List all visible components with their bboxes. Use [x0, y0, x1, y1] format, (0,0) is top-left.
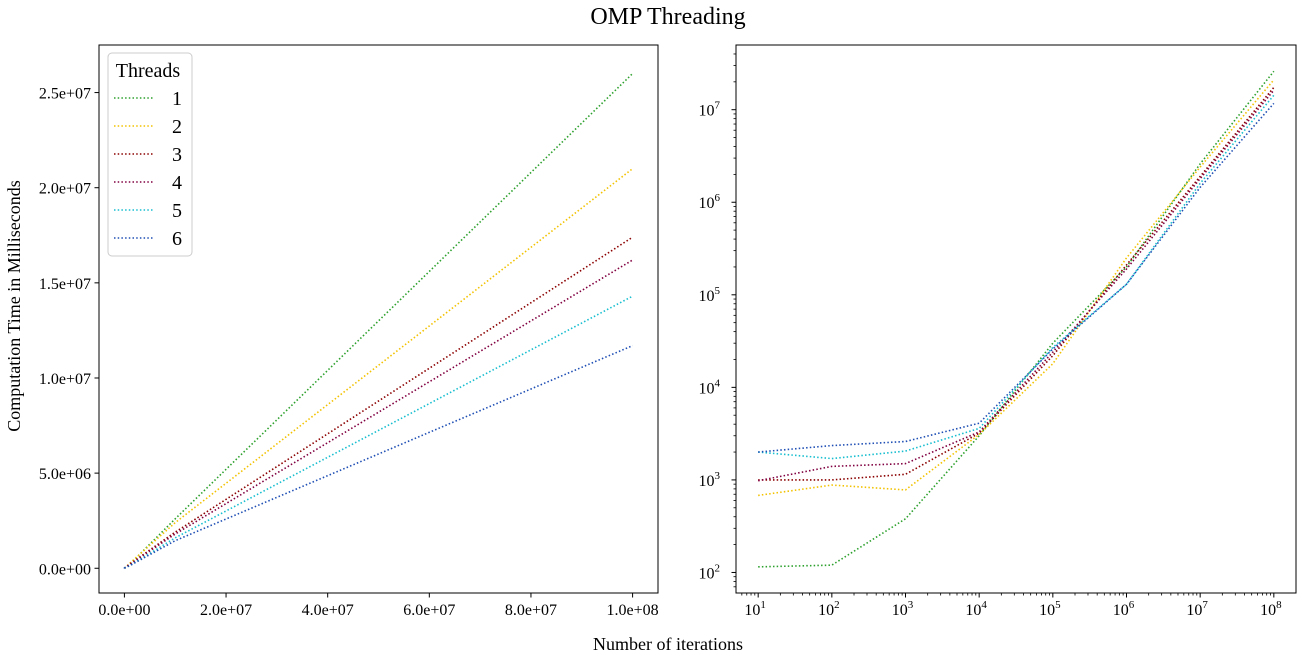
x-tick-label: 1.0e+08 — [607, 602, 659, 619]
log-axes-frame — [735, 44, 1297, 594]
x-tick-label: 104 — [965, 599, 987, 619]
legend-label-1: 1 — [172, 88, 182, 110]
y-tick-label: 1.5e+07 — [39, 276, 91, 293]
legend-title: Threads — [116, 60, 181, 82]
y-tick-label: 106 — [699, 192, 721, 212]
linear-axes-frame — [98, 44, 659, 594]
y-tick-label: 2.5e+07 — [39, 86, 91, 103]
legend-box — [107, 52, 193, 257]
x-tick-label: 4.0e+07 — [302, 602, 354, 619]
x-tick-label: 0.0e+00 — [98, 602, 150, 619]
y-tick-label: 2.0e+07 — [39, 181, 91, 198]
legend: Threads 1 2 3 4 5 6 — [107, 52, 193, 257]
y-tick-label: 107 — [699, 100, 721, 120]
legend-label-2: 2 — [172, 116, 182, 138]
log-series-line-3 — [758, 86, 1275, 481]
x-tick-label: 103 — [892, 599, 914, 619]
y-tick-label: 105 — [699, 285, 721, 305]
x-tick-label: 101 — [744, 599, 766, 619]
legend-label-6: 6 — [172, 228, 182, 250]
x-tick-label: 102 — [818, 599, 840, 619]
y-axis-label: Computation Time in Milliseconds — [4, 180, 24, 432]
figure-title: OMP Threading — [590, 4, 745, 30]
linear-plot: 0.0e+00 2.0e+07 4.0e+07 6.0e+07 8.0e+07 1.0e+… — [39, 44, 659, 619]
legend-label-5: 5 — [172, 200, 182, 222]
x-tick-label: 105 — [1039, 599, 1061, 619]
x-axis-label: Number of iterations — [593, 634, 743, 654]
x-tick-label: 6.0e+07 — [403, 602, 455, 619]
y-tick-label: 102 — [699, 562, 721, 582]
x-tick-label: 8.0e+07 — [505, 602, 557, 619]
y-tick-label: 104 — [699, 377, 721, 397]
y-tick-label: 103 — [699, 470, 721, 490]
legend-label-3: 3 — [172, 144, 182, 166]
log-series-line-5 — [758, 94, 1275, 460]
y-tick-label: 1.0e+07 — [39, 371, 91, 388]
x-tick-label: 107 — [1186, 599, 1208, 619]
linear-series-line-6 — [123, 344, 633, 569]
x-tick-label: 2.0e+07 — [200, 602, 252, 619]
legend-label-4: 4 — [172, 172, 182, 194]
log-series-line-6 — [758, 102, 1275, 453]
y-tick-label: 0.0e+00 — [39, 561, 91, 578]
y-tick-label: 5.0e+06 — [39, 466, 91, 483]
x-tick-label: 106 — [1113, 599, 1135, 619]
log-plot: 101 102 103 104 105 106 107 108 102 103 104 105 106 1… — [699, 44, 1297, 619]
x-tick-label: 108 — [1260, 599, 1282, 619]
